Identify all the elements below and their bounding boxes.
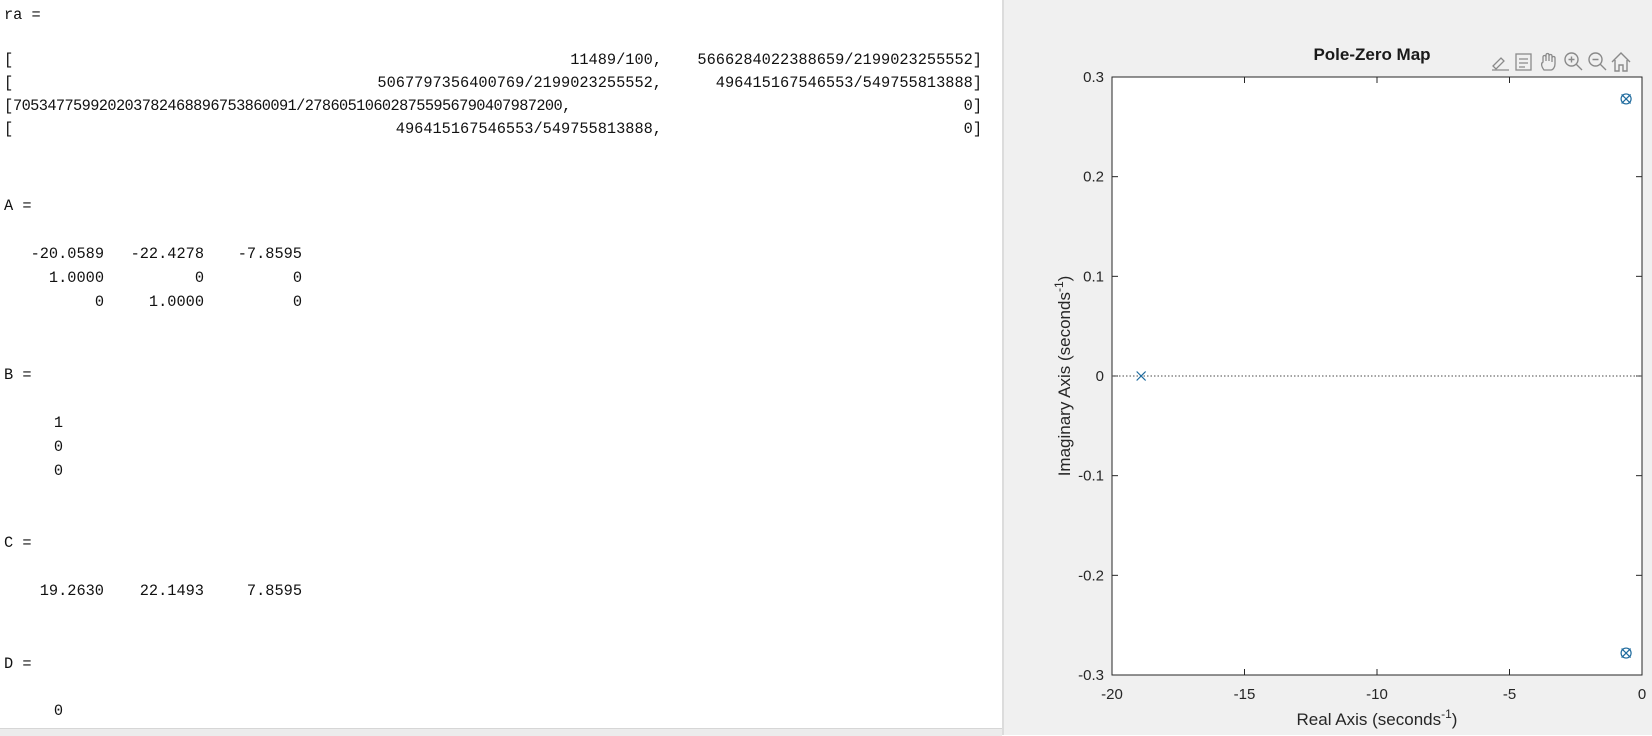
C-cell: 22.1493 — [139, 582, 204, 600]
x-axis-label-sup: -1 — [1441, 707, 1452, 721]
y-tick-label: 0 — [1096, 368, 1104, 385]
x-axis-ticks: -20 -15 -10 -5 0 — [1101, 77, 1646, 703]
A-label: A = — [4, 197, 32, 215]
figure-window: Pole-Zero Map -0.3 -0.2 -0.1 0 0.1 0.2 0.3 -20… — [1004, 0, 1652, 735]
panel-divider[interactable] — [1002, 0, 1004, 735]
C-label: C = — [4, 534, 32, 552]
y-tick-label: 0.1 — [1083, 268, 1104, 285]
C-cell: 7.8595 — [246, 582, 302, 600]
ra-row-cell: 7053477599202037824688967538600​91/27860… — [13, 97, 571, 115]
chart-title: Pole-Zero Map — [1313, 45, 1430, 64]
B-cell: 1 — [53, 414, 63, 432]
y-axis-label-close: ) — [1055, 276, 1074, 282]
ra-row-open: [ — [4, 97, 14, 115]
D-cell: 0 — [53, 702, 63, 720]
brush-icon[interactable] — [1492, 57, 1509, 71]
ra-row-cell: 0] — [963, 97, 982, 115]
pole-zero-map-chart: Pole-Zero Map -0.3 -0.2 -0.1 0 0.1 0.2 0.3 -20… — [1052, 45, 1646, 729]
zoom-out-icon[interactable] — [1588, 52, 1607, 71]
pole-marker — [1621, 94, 1632, 104]
x-tick-label: -15 — [1234, 686, 1256, 703]
y-tick-label: 0.3 — [1083, 69, 1104, 86]
x-tick-label: -20 — [1101, 686, 1123, 703]
zero-marker — [1620, 647, 1632, 659]
y-tick-label: -0.2 — [1078, 567, 1104, 584]
y-tick-label: -0.1 — [1078, 468, 1104, 485]
y-axis-ticks: -0.3 -0.2 -0.1 0 0.1 0.2 0.3 — [1078, 69, 1642, 684]
ra-row-cell: 0] — [963, 120, 982, 138]
plot-area — [1111, 76, 1643, 676]
y-tick-label: -0.3 — [1078, 667, 1104, 684]
ra-row-open: [ — [4, 51, 14, 69]
y-axis-label-sup: -1 — [1052, 281, 1066, 292]
x-tick-label: 0 — [1638, 686, 1646, 703]
B-cell: 0 — [53, 438, 63, 456]
x-axis-label-text: Real Axis (seconds — [1297, 710, 1442, 729]
A-cell: 1.0000 — [148, 293, 204, 311]
ra-row-cell: 11489/100, — [570, 51, 662, 69]
C-cell: 19.2630 — [39, 582, 104, 600]
x-tick-label: -10 — [1366, 686, 1388, 703]
x-axis-label-close: ) — [1452, 710, 1458, 729]
A-cell: 0 — [94, 293, 104, 311]
ra-row-cell: 496415167546553/549755813888, — [395, 120, 662, 138]
A-cell: 1.0000 — [48, 269, 104, 287]
x-axis-label: Real Axis (seconds-1) — [1297, 707, 1458, 729]
A-cell: 0 — [194, 269, 204, 287]
B-cell: 0 — [53, 462, 63, 480]
ra-row-open: [ — [4, 74, 14, 92]
pole-zero-markers — [1136, 93, 1632, 659]
D-label: D = — [4, 655, 32, 673]
pan-icon[interactable] — [1540, 52, 1556, 71]
A-cell: 0 — [292, 269, 302, 287]
ra-row-cell: 5666284022388659/2199023255552] — [697, 51, 982, 69]
pole-marker — [1621, 648, 1632, 658]
ra-row-cell: 5067797356400769/2199023255552, — [377, 74, 662, 92]
home-icon[interactable] — [1611, 52, 1631, 72]
ra-row-cell: 496415167546553/549755813888] — [715, 74, 982, 92]
B-label: B = — [4, 366, 32, 384]
y-tick-label: 0.2 — [1083, 169, 1104, 186]
ra-row-open: [ — [4, 120, 14, 138]
A-cell: -20.0589 — [30, 245, 104, 263]
y-axis-label: Imaginary Axis (seconds-1) — [1052, 276, 1074, 477]
legend-icon[interactable] — [1515, 53, 1532, 71]
A-cell: 0 — [292, 293, 302, 311]
A-cell: -22.4278 — [130, 245, 204, 263]
command-window[interactable]: ra = [ 11489/100, 5666284022388659/21990… — [0, 0, 1002, 728]
A-cell: -7.8595 — [237, 245, 302, 263]
horizontal-scrollbar[interactable] — [0, 728, 1002, 736]
y-axis-label-text: Imaginary Axis (seconds — [1055, 292, 1074, 476]
zoom-in-icon[interactable] — [1564, 52, 1583, 71]
x-tick-label: -5 — [1503, 686, 1516, 703]
ra-label: ra = — [4, 6, 41, 24]
pole-marker — [1136, 371, 1147, 381]
zero-marker — [1620, 93, 1632, 105]
